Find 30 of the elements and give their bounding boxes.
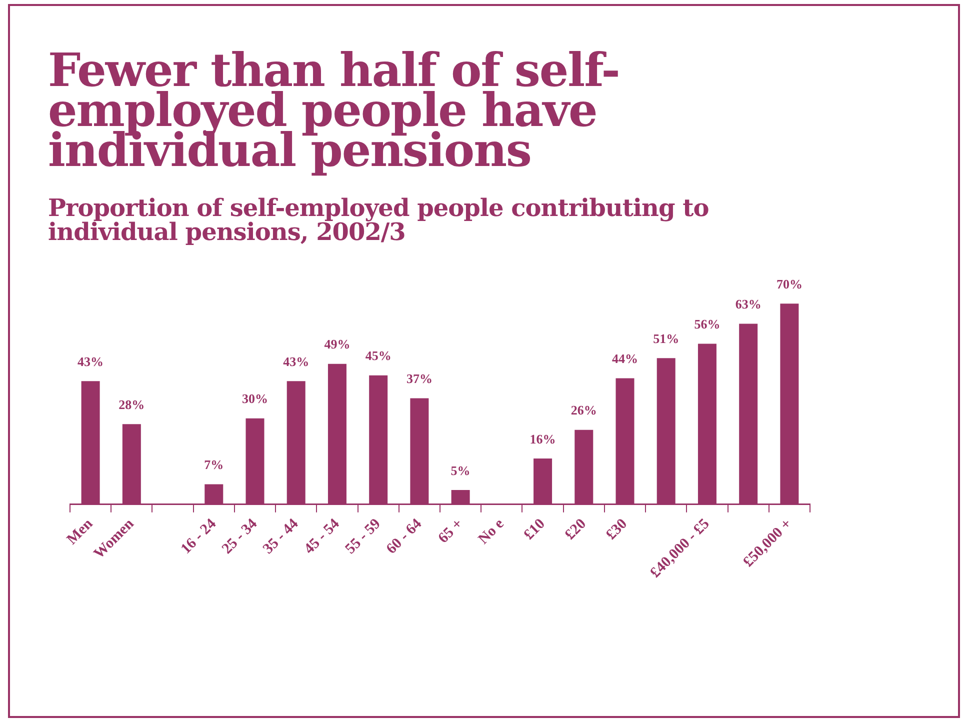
data-label: 28% <box>118 396 145 412</box>
data-label: 7% <box>204 457 224 472</box>
data-label: 63% <box>735 296 762 312</box>
x-tick-label: 45 - 54 <box>301 516 344 558</box>
chart-title: Fewer than half of self-employed people have individual pensions <box>48 43 620 177</box>
chart-subtitle: Proportion of self-employed people contributing to individual pensions, 2002/3 <box>48 193 710 246</box>
data-label: 43% <box>283 354 310 369</box>
data-label: 56% <box>694 316 720 332</box>
x-tick-label: 65 + <box>435 516 466 547</box>
x-tick-label: Men <box>64 516 97 548</box>
data-label: 70% <box>776 276 802 292</box>
data-label: 16% <box>530 431 556 446</box>
x-tick-label: 60 - 64 <box>384 516 426 558</box>
data-label: 49% <box>324 336 350 352</box>
data-label: 26% <box>570 402 597 418</box>
data-label: 5% <box>450 462 470 478</box>
x-tick-label: No e <box>476 516 508 548</box>
x-tick-label: £30 <box>603 516 631 544</box>
x-tick-label: £10 <box>521 516 548 544</box>
x-tick-label: £20 <box>562 516 590 544</box>
x-tick-label: 55 - 59 <box>342 516 384 558</box>
data-label: 30% <box>242 391 268 406</box>
x-tick-label: 25 - 34 <box>219 516 261 558</box>
data-label: 43% <box>78 354 104 369</box>
x-tick-label: 16 - 24 <box>178 516 220 558</box>
data-label: 37% <box>406 371 432 386</box>
data-label: 45% <box>365 348 392 364</box>
data-label: 44% <box>612 351 638 366</box>
x-tick-label: 35 - 44 <box>260 516 302 558</box>
data-label: 51% <box>653 331 680 346</box>
